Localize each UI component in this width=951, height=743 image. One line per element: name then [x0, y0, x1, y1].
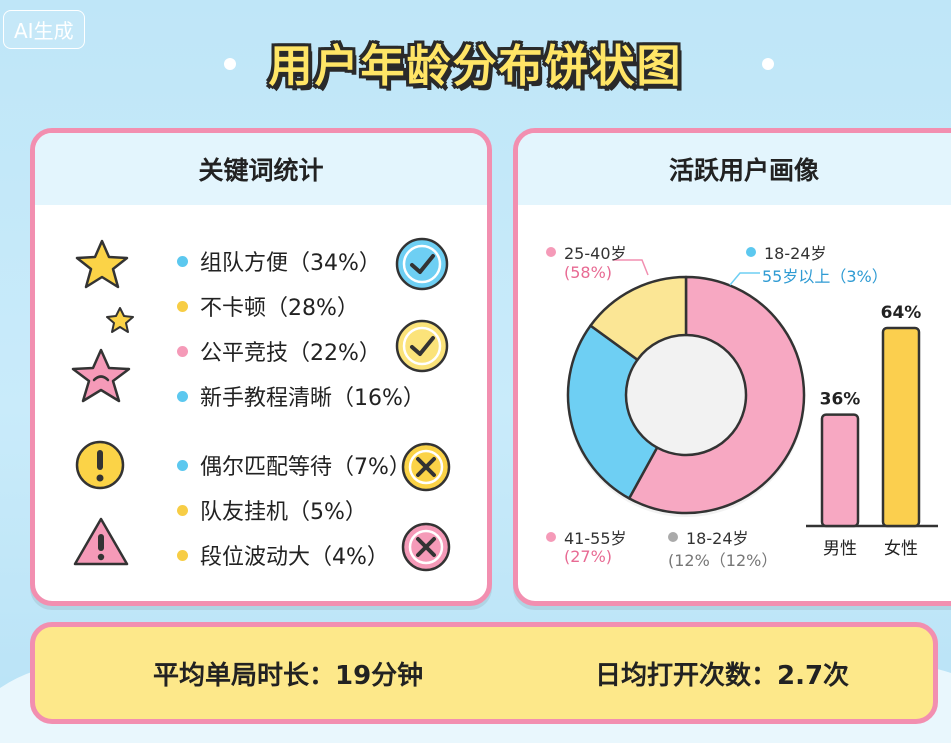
title-dot-left — [224, 58, 236, 70]
bullet-dot — [177, 459, 188, 471]
slice-value-d: (12%（12%） — [668, 551, 778, 570]
leader-line — [729, 272, 760, 286]
bar-value-label: 64% — [881, 303, 922, 323]
keyword-card-title: 关键词统计 — [35, 133, 487, 205]
keyword-item: 新手教程清晰（16%） — [177, 380, 425, 412]
pie-slice — [566, 324, 659, 500]
gender-bar-chart: 36% 男性 64% 女性 — [806, 303, 938, 559]
daily-opens-stat: 日均打开次数：2.7次 — [595, 660, 850, 691]
bullet-dot — [177, 504, 188, 516]
ai-generated-badge: AI生成 — [3, 10, 85, 49]
warning-triangle-icon — [73, 517, 129, 566]
keyword-item: 段位波动大（4%） — [177, 539, 389, 571]
portrait-card: 活跃用户画像 36% 男性 64% 女性 25-40岁 (58%) 18-24岁 55… — [513, 128, 951, 606]
keyword-item: 队友挂机（5%） — [177, 494, 367, 526]
keyword-item: 不卡顿（28%） — [177, 290, 359, 322]
bullet-dot — [546, 247, 556, 257]
slice-label-b: 18-24岁 — [746, 240, 827, 264]
bar-category-label: 男性 — [823, 539, 857, 559]
title-dot-right — [762, 58, 774, 70]
star-icon — [75, 239, 129, 289]
bullet-dot — [177, 345, 188, 357]
check-yellow-icon — [395, 319, 449, 373]
bar — [820, 413, 860, 528]
slice-value-a: (58%) — [564, 263, 613, 282]
warning-circle-icon — [75, 440, 125, 490]
bullet-dot — [177, 390, 188, 402]
keyword-item: 组队方便（34%） — [177, 245, 381, 277]
pink-star-icon — [71, 348, 131, 403]
portrait-chart: 36% 男性 64% 女性 — [566, 259, 938, 559]
donut-chart — [566, 275, 806, 517]
keyword-item: 偶尔匹配等待（7%） — [177, 449, 411, 481]
bullet-dot — [177, 255, 188, 267]
slice-value-c: (27%) — [564, 547, 613, 566]
bullet-dot — [668, 532, 678, 542]
slice-label-c: 41-55岁 — [546, 525, 627, 549]
bullet-dot — [746, 247, 756, 257]
bullet-dot — [177, 300, 188, 312]
bar — [881, 326, 921, 528]
leader-line — [613, 259, 649, 276]
cross-pink-icon — [401, 522, 451, 572]
pie-slice — [627, 275, 806, 515]
slice-label-a: 25-40岁 — [546, 240, 627, 264]
cross-yellow-icon — [401, 442, 451, 492]
bar-category-label: 女性 — [884, 539, 918, 559]
bullet-dot — [546, 532, 556, 542]
keyword-item: 公平竞技（22%） — [177, 335, 381, 367]
pie-slice — [589, 275, 688, 361]
bar-value-label: 36% — [820, 390, 861, 410]
stats-bar: 平均单局时长：19分钟 日均打开次数：2.7次 — [30, 622, 938, 724]
bullet-dot — [177, 549, 188, 561]
page-title: 用户年龄分布饼状图 — [268, 41, 683, 92]
small-star-icon — [106, 307, 134, 333]
slice-label-d: 18-24岁 — [668, 525, 749, 549]
portrait-card-title: 活跃用户画像 — [518, 133, 951, 205]
keyword-card: 关键词统计 组队方便（34%） 不卡顿（28%） — [30, 128, 492, 606]
avg-session-stat: 平均单局时长：19分钟 — [153, 660, 424, 691]
slice-value-b: 55岁以上（3%） — [762, 267, 888, 286]
check-blue-icon — [395, 237, 449, 291]
